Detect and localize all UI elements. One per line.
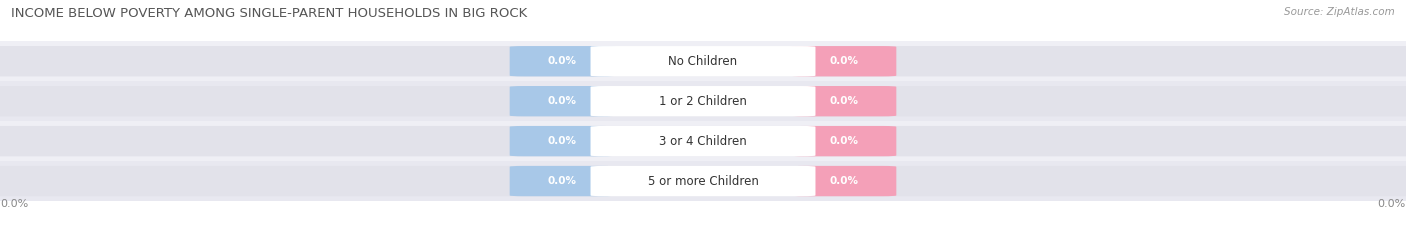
Text: 0.0%: 0.0% bbox=[0, 199, 28, 209]
FancyBboxPatch shape bbox=[790, 126, 897, 156]
Text: 1 or 2 Children: 1 or 2 Children bbox=[659, 95, 747, 108]
FancyBboxPatch shape bbox=[591, 46, 815, 76]
Text: 0.0%: 0.0% bbox=[830, 136, 858, 146]
Text: 0.0%: 0.0% bbox=[830, 56, 858, 66]
Text: Source: ZipAtlas.com: Source: ZipAtlas.com bbox=[1284, 7, 1395, 17]
FancyBboxPatch shape bbox=[0, 166, 1406, 196]
Text: INCOME BELOW POVERTY AMONG SINGLE-PARENT HOUSEHOLDS IN BIG ROCK: INCOME BELOW POVERTY AMONG SINGLE-PARENT… bbox=[11, 7, 527, 20]
FancyBboxPatch shape bbox=[509, 126, 616, 156]
FancyBboxPatch shape bbox=[0, 46, 1406, 76]
Text: No Children: No Children bbox=[668, 55, 738, 68]
FancyBboxPatch shape bbox=[790, 86, 897, 116]
Bar bbox=[0, 161, 1406, 201]
FancyBboxPatch shape bbox=[790, 46, 897, 76]
FancyBboxPatch shape bbox=[0, 126, 1406, 156]
FancyBboxPatch shape bbox=[591, 86, 815, 116]
FancyBboxPatch shape bbox=[0, 86, 1406, 116]
Bar bbox=[0, 41, 1406, 81]
FancyBboxPatch shape bbox=[509, 86, 616, 116]
FancyBboxPatch shape bbox=[509, 166, 616, 196]
Text: 0.0%: 0.0% bbox=[548, 176, 576, 186]
Text: 0.0%: 0.0% bbox=[830, 96, 858, 106]
Bar bbox=[0, 121, 1406, 161]
Text: 0.0%: 0.0% bbox=[548, 96, 576, 106]
Text: 5 or more Children: 5 or more Children bbox=[648, 175, 758, 188]
FancyBboxPatch shape bbox=[509, 46, 616, 76]
FancyBboxPatch shape bbox=[790, 166, 897, 196]
FancyBboxPatch shape bbox=[591, 126, 815, 156]
FancyBboxPatch shape bbox=[591, 166, 815, 196]
Text: 0.0%: 0.0% bbox=[830, 176, 858, 186]
Text: 3 or 4 Children: 3 or 4 Children bbox=[659, 135, 747, 148]
Text: 0.0%: 0.0% bbox=[548, 56, 576, 66]
Bar bbox=[0, 81, 1406, 121]
Text: 0.0%: 0.0% bbox=[548, 136, 576, 146]
Text: 0.0%: 0.0% bbox=[1378, 199, 1406, 209]
